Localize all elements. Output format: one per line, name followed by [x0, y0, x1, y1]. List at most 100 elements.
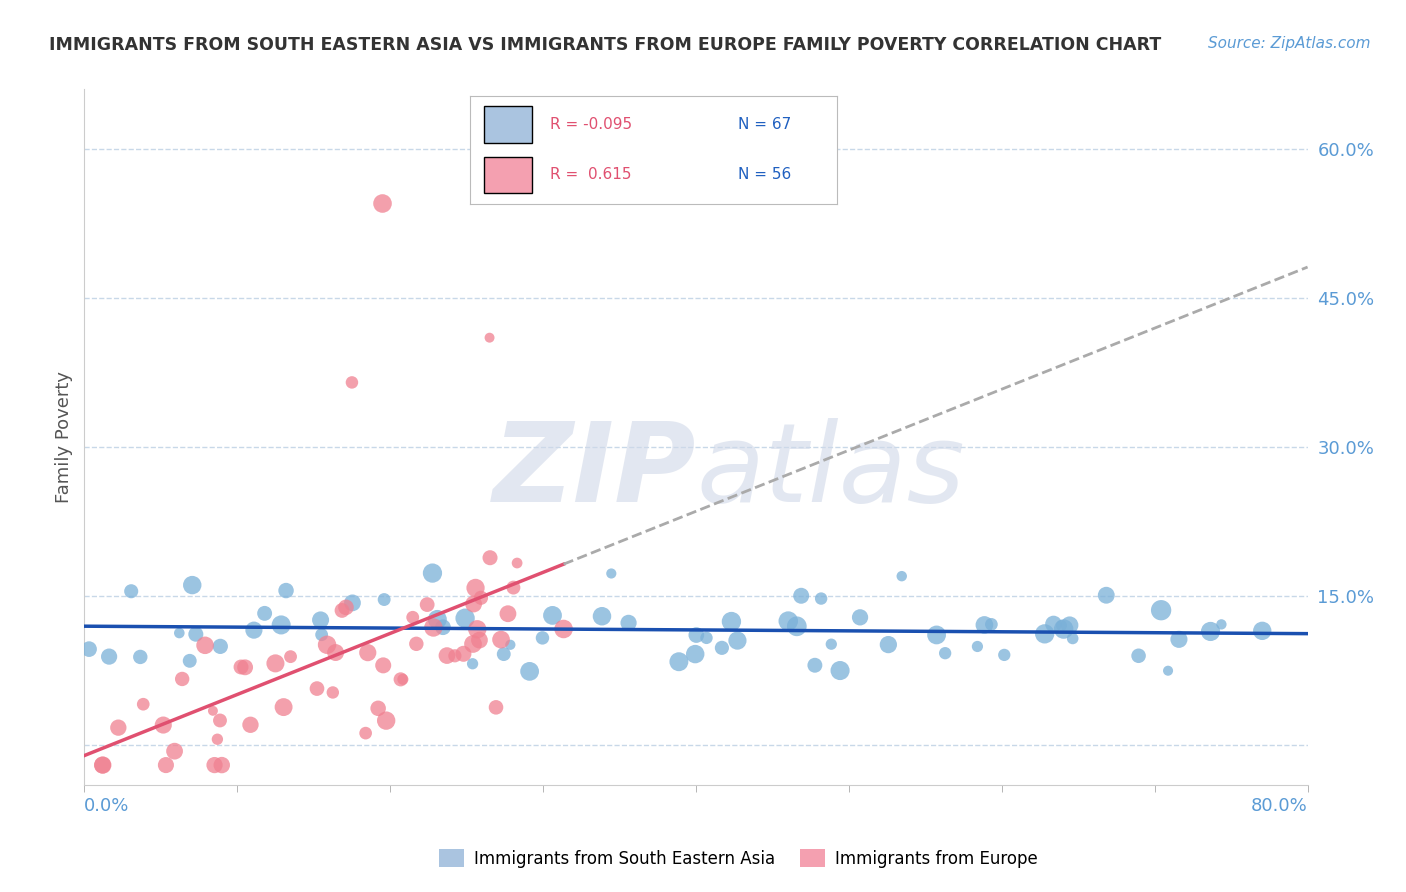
- Text: 80.0%: 80.0%: [1251, 797, 1308, 815]
- Text: atlas: atlas: [696, 418, 965, 525]
- Point: [683, 647, 706, 661]
- Point: [479, 550, 502, 565]
- Point: [163, 744, 186, 758]
- Point: [273, 700, 295, 714]
- Point: [461, 637, 484, 651]
- Point: [91, 758, 114, 772]
- Point: [107, 721, 129, 735]
- Point: [778, 614, 800, 628]
- Point: [129, 649, 152, 664]
- Point: [330, 603, 353, 617]
- Point: [201, 704, 224, 718]
- Point: [239, 718, 262, 732]
- Point: [207, 732, 229, 747]
- Point: [489, 632, 512, 647]
- Point: [685, 628, 707, 642]
- Point: [1199, 624, 1222, 639]
- Point: [828, 664, 851, 678]
- Point: [208, 714, 231, 728]
- Point: [1042, 617, 1064, 632]
- Point: [354, 726, 377, 740]
- Point: [1211, 617, 1233, 632]
- Point: [980, 617, 1002, 632]
- Point: [506, 556, 529, 570]
- Point: [340, 376, 363, 390]
- Point: [155, 758, 177, 772]
- Point: [591, 609, 613, 624]
- Point: [335, 600, 357, 615]
- Point: [402, 610, 425, 624]
- Point: [373, 658, 395, 673]
- Text: Source: ZipAtlas.com: Source: ZipAtlas.com: [1208, 36, 1371, 51]
- Point: [132, 697, 155, 711]
- Point: [890, 569, 912, 583]
- Point: [152, 718, 174, 732]
- Point: [468, 633, 491, 648]
- Point: [375, 714, 398, 728]
- Point: [1095, 588, 1118, 602]
- Point: [371, 196, 394, 211]
- Point: [492, 647, 515, 661]
- Point: [1053, 622, 1076, 636]
- Point: [204, 758, 226, 772]
- Text: 0.0%: 0.0%: [84, 797, 129, 815]
- Point: [553, 622, 575, 636]
- Point: [1157, 664, 1180, 678]
- Point: [311, 628, 333, 642]
- Point: [617, 615, 640, 630]
- Point: [877, 638, 900, 652]
- Point: [233, 660, 256, 674]
- Point: [725, 633, 748, 648]
- Point: [453, 647, 475, 661]
- Point: [993, 648, 1015, 662]
- Point: [1059, 618, 1081, 632]
- Point: [478, 331, 501, 345]
- Point: [600, 566, 623, 581]
- Point: [120, 584, 142, 599]
- Point: [502, 581, 524, 595]
- Text: ZIP: ZIP: [492, 418, 696, 525]
- Point: [531, 631, 554, 645]
- Point: [209, 640, 232, 654]
- Point: [973, 618, 995, 632]
- Point: [309, 613, 332, 627]
- Point: [181, 578, 204, 592]
- Point: [710, 640, 733, 655]
- Point: [325, 646, 347, 660]
- Point: [496, 607, 519, 621]
- Point: [461, 657, 484, 671]
- Point: [934, 646, 956, 660]
- Y-axis label: Family Poverty: Family Poverty: [55, 371, 73, 503]
- Point: [465, 622, 488, 636]
- Point: [820, 637, 842, 651]
- Point: [790, 589, 813, 603]
- Point: [357, 646, 380, 660]
- Point: [211, 758, 233, 772]
- Text: IMMIGRANTS FROM SOUTH EASTERN ASIA VS IMMIGRANTS FROM EUROPE FAMILY POVERTY CORR: IMMIGRANTS FROM SOUTH EASTERN ASIA VS IM…: [49, 36, 1161, 54]
- Point: [541, 608, 564, 623]
- Point: [91, 758, 114, 772]
- Point: [373, 592, 395, 607]
- Legend: Immigrants from South Eastern Asia, Immigrants from Europe: Immigrants from South Eastern Asia, Immi…: [432, 843, 1045, 874]
- Point: [169, 626, 191, 640]
- Point: [243, 623, 266, 637]
- Point: [229, 660, 252, 674]
- Point: [77, 642, 100, 657]
- Point: [695, 631, 717, 645]
- Point: [422, 566, 444, 580]
- Point: [280, 649, 302, 664]
- Point: [485, 700, 508, 714]
- Point: [499, 638, 522, 652]
- Point: [184, 627, 207, 641]
- Point: [1033, 627, 1056, 641]
- Point: [179, 654, 201, 668]
- Point: [98, 649, 121, 664]
- Point: [416, 598, 439, 612]
- Point: [444, 648, 467, 663]
- Point: [966, 640, 988, 654]
- Point: [342, 596, 364, 610]
- Point: [925, 628, 948, 642]
- Point: [1150, 603, 1173, 617]
- Point: [264, 657, 287, 671]
- Point: [322, 685, 344, 699]
